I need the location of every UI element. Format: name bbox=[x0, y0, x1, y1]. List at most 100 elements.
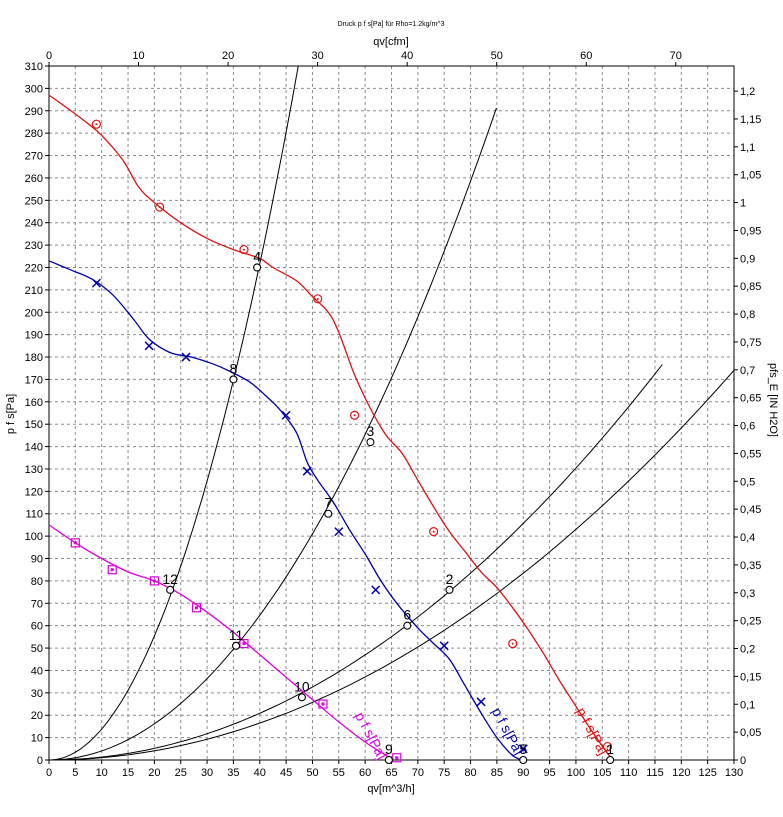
y-tick-label: 250 bbox=[25, 195, 43, 207]
chart-title: Druck p f s[Pa] für Rho=1.2kg/m^3 bbox=[338, 21, 445, 28]
y2-tick-label: 0,85 bbox=[740, 281, 761, 293]
series-marker-dot bbox=[606, 745, 609, 748]
y2-tick-label: 1,05 bbox=[740, 170, 761, 182]
series-marker-dot bbox=[95, 123, 98, 126]
y2-tick-label: 1,2 bbox=[740, 86, 755, 98]
operating-point-marker bbox=[232, 641, 241, 650]
x-tick-label: 75 bbox=[438, 767, 450, 779]
y-tick-label: 60 bbox=[31, 621, 43, 633]
series-marker-x bbox=[334, 527, 344, 537]
series-marker-circle bbox=[350, 410, 360, 420]
series-marker-square-dot bbox=[73, 541, 77, 545]
curve-label: p f s[Pa] bbox=[573, 705, 611, 758]
series-group bbox=[48, 94, 614, 761]
y2-tick-label: 0,25 bbox=[740, 616, 761, 628]
x-tick-label: 70 bbox=[412, 767, 424, 779]
series-marker-x bbox=[281, 410, 291, 420]
series-marker-circle bbox=[508, 638, 518, 649]
series-marker-dot bbox=[511, 642, 514, 645]
y-tick-label: 270 bbox=[25, 151, 43, 163]
series-marker-square bbox=[191, 603, 202, 613]
x-tick-label: 25 bbox=[175, 767, 187, 779]
y2-tick-label: 0 bbox=[740, 755, 746, 767]
x-tick-label: 115 bbox=[646, 767, 664, 779]
y-tick-label: 140 bbox=[25, 442, 43, 454]
series-marker-dot bbox=[353, 414, 356, 417]
y-tick-label: 20 bbox=[31, 710, 43, 722]
series-marker-circle bbox=[239, 244, 249, 255]
series-marker-square bbox=[239, 638, 249, 649]
x-tick-label: 45 bbox=[280, 767, 292, 779]
series-marker-dot bbox=[316, 297, 319, 300]
y-tick-label: 50 bbox=[31, 643, 43, 655]
series-marker-square bbox=[318, 699, 328, 709]
x-axis-title: qv[m^3/h] bbox=[367, 783, 414, 795]
grid bbox=[49, 66, 734, 760]
series-marker-dot bbox=[432, 530, 435, 533]
x-tick-label: 100 bbox=[567, 767, 585, 779]
y-tick-label: 150 bbox=[25, 419, 43, 431]
y2-tick-label: 1,15 bbox=[740, 114, 761, 126]
x2-axis-title: qv[cfm] bbox=[373, 36, 408, 48]
y2-tick-label: 0,9 bbox=[740, 253, 755, 265]
y2-tick-label: 0,1 bbox=[740, 699, 755, 711]
operating-point-marker bbox=[606, 755, 615, 765]
series-marker-x bbox=[439, 641, 449, 651]
operating-point-marker bbox=[366, 438, 375, 447]
system-curve bbox=[48, 107, 497, 761]
x-tick-label: 40 bbox=[254, 767, 266, 779]
x2-tick-label: 40 bbox=[401, 50, 413, 62]
series-marker-square-dot bbox=[110, 568, 114, 572]
y-tick-label: 210 bbox=[25, 285, 43, 297]
x-tick-label: 60 bbox=[359, 767, 371, 779]
x2-tick-label: 30 bbox=[312, 50, 324, 62]
y-tick-label: 290 bbox=[25, 106, 43, 118]
x-tick-label: 30 bbox=[201, 767, 213, 779]
series-marker-square-dot bbox=[242, 642, 246, 646]
x-tick-label: 95 bbox=[543, 767, 555, 779]
x-tick-label: 50 bbox=[306, 767, 318, 779]
y-tick-label: 100 bbox=[25, 531, 43, 543]
series-marker-circle bbox=[91, 119, 102, 129]
operating-point-marker bbox=[384, 755, 393, 765]
system-curve bbox=[48, 369, 735, 761]
y-tick-label: 280 bbox=[25, 128, 43, 140]
y-tick-label: 310 bbox=[25, 61, 43, 73]
series-marker-x bbox=[181, 352, 191, 362]
y2-tick-label: 0,7 bbox=[740, 365, 755, 377]
x-tick-label: 85 bbox=[491, 767, 503, 779]
y-tick-label: 70 bbox=[31, 598, 43, 610]
y-tick-label: 160 bbox=[25, 397, 43, 409]
series-marker-square bbox=[70, 538, 80, 548]
y-tick-label: 230 bbox=[25, 240, 43, 252]
series-marker-square-dot bbox=[321, 702, 325, 706]
series-marker-dot bbox=[242, 248, 245, 251]
system-curves bbox=[48, 66, 735, 761]
series-marker-x bbox=[371, 585, 381, 595]
operating-point-label: 10 bbox=[294, 678, 310, 694]
series-marker-square-dot bbox=[152, 579, 156, 583]
y2-tick-label: 0,95 bbox=[740, 225, 761, 237]
operating-point-label: 12 bbox=[162, 571, 178, 587]
operating-point-label: 8 bbox=[230, 360, 238, 376]
operating-point-label: 6 bbox=[403, 607, 411, 623]
y-tick-label: 90 bbox=[31, 554, 43, 566]
x-tick-label: 105 bbox=[593, 767, 611, 779]
y2-tick-label: 1 bbox=[740, 198, 746, 210]
operating-point-marker bbox=[324, 509, 333, 518]
y-tick-label: 30 bbox=[31, 688, 43, 700]
x-tick-label: 35 bbox=[227, 767, 239, 779]
series-marker-square bbox=[149, 576, 159, 586]
x-tick-label: 120 bbox=[672, 767, 690, 779]
system-curve bbox=[48, 364, 663, 761]
y2-tick-label: 0,8 bbox=[740, 309, 755, 321]
series-line-1 bbox=[48, 94, 614, 761]
x2-tick-label: 70 bbox=[670, 50, 682, 62]
y-tick-label: 80 bbox=[31, 576, 43, 588]
operating-point-marker bbox=[445, 585, 454, 594]
y2-tick-label: 0,15 bbox=[740, 671, 761, 683]
y-tick-label: 200 bbox=[25, 307, 43, 319]
y-tick-label: 260 bbox=[25, 173, 43, 185]
